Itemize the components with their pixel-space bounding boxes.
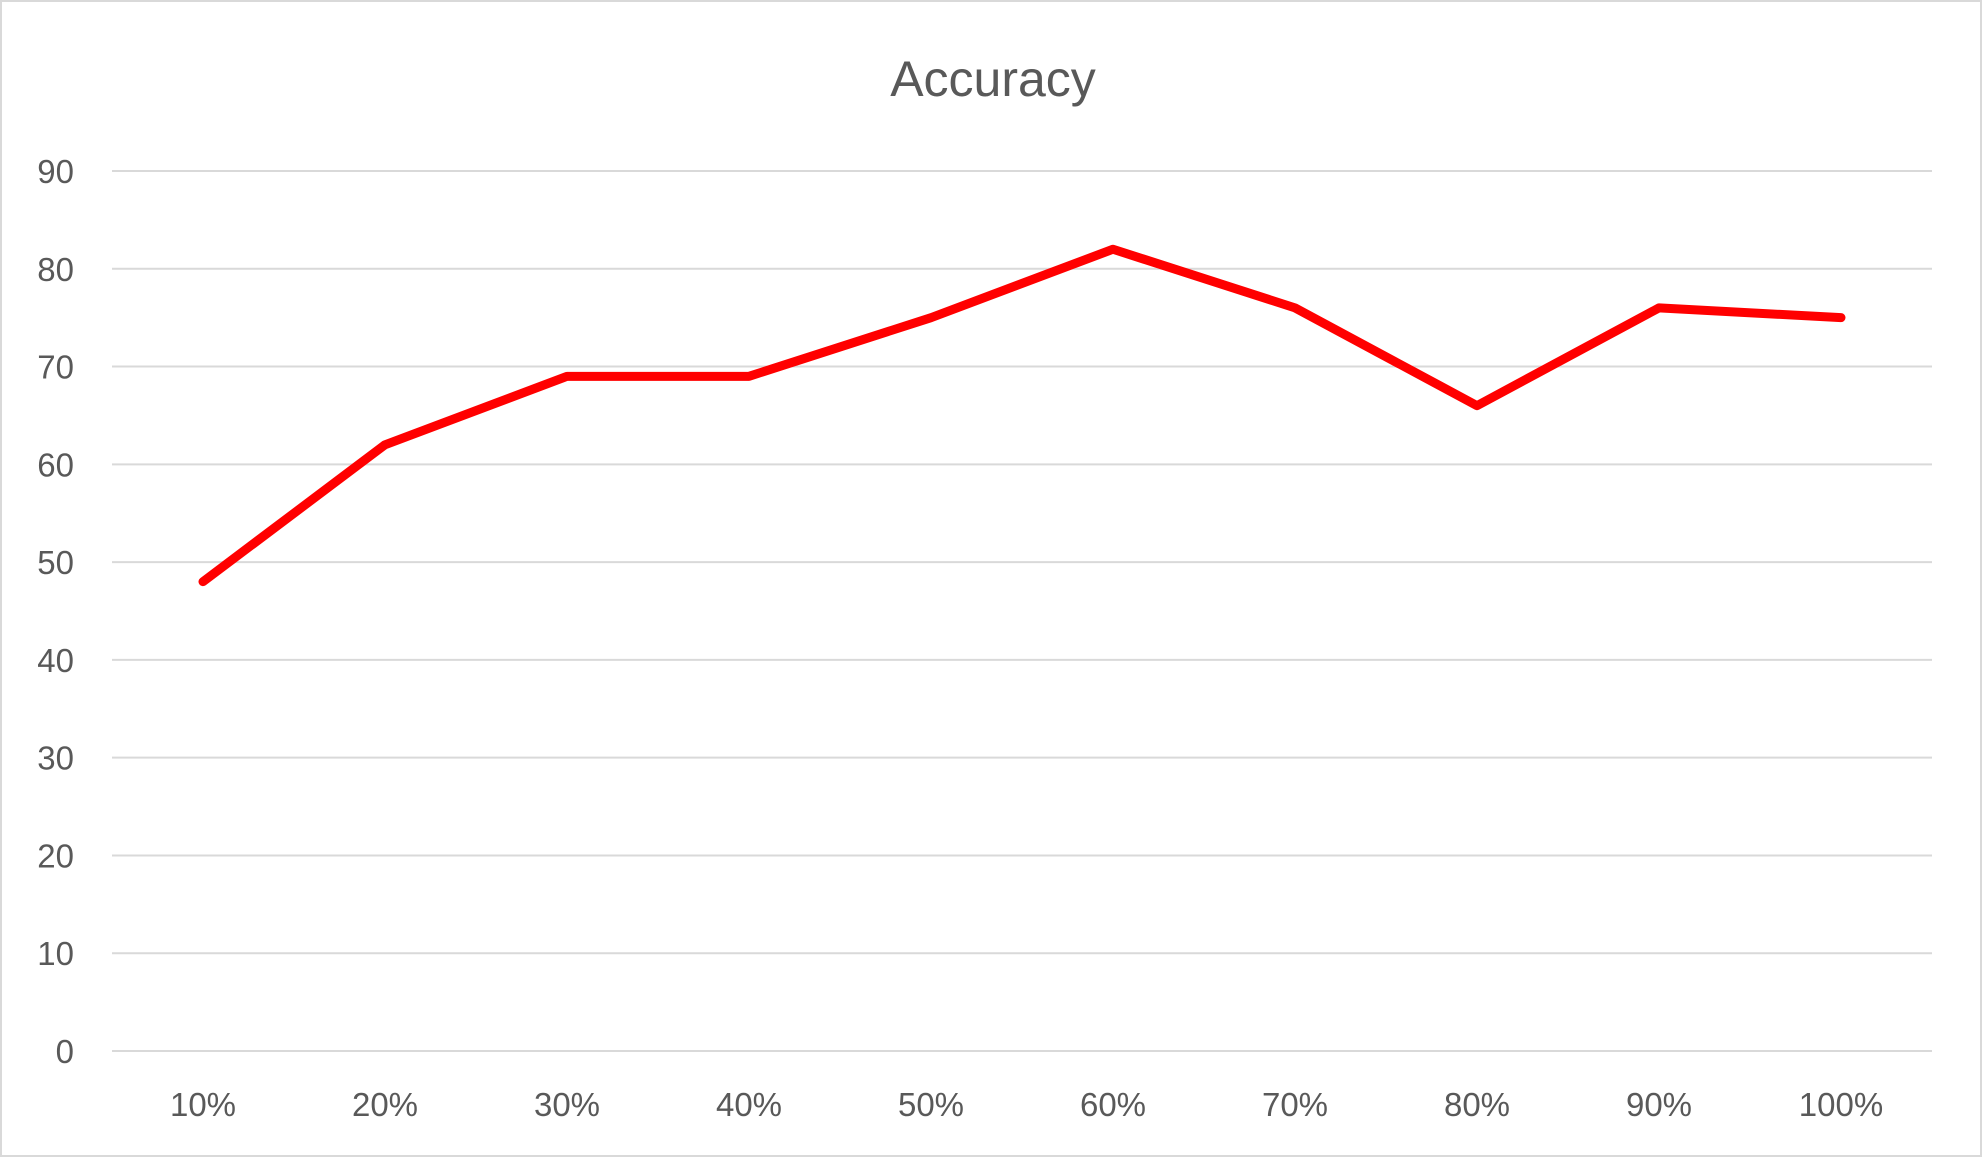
series-layer	[203, 249, 1841, 582]
x-axis-labels: 10% 20% 30% 40% 50% 60% 70% 80% 90% 100%	[170, 1086, 1883, 1123]
chart-title: Accuracy	[890, 51, 1096, 107]
x-tick-label: 30%	[534, 1086, 600, 1123]
y-tick-label: 0	[56, 1033, 74, 1070]
x-tick-label: 20%	[352, 1086, 418, 1123]
x-tick-label: 80%	[1444, 1086, 1510, 1123]
x-tick-label: 100%	[1799, 1086, 1883, 1123]
y-tick-label: 20	[37, 837, 74, 874]
gridlines	[112, 171, 1932, 1051]
y-tick-label: 30	[37, 740, 74, 777]
x-tick-label: 90%	[1626, 1086, 1692, 1123]
y-tick-label: 70	[37, 349, 74, 386]
y-tick-label: 90	[37, 153, 74, 190]
y-tick-label: 10	[37, 935, 74, 972]
x-tick-label: 10%	[170, 1086, 236, 1123]
series-line-0	[203, 249, 1841, 581]
x-tick-label: 40%	[716, 1086, 782, 1123]
y-tick-label: 50	[37, 544, 74, 581]
y-axis-labels: 0 10 20 30 40 50 60 70 80 90	[37, 153, 74, 1070]
y-tick-label: 40	[37, 642, 74, 679]
x-tick-label: 70%	[1262, 1086, 1328, 1123]
x-tick-label: 50%	[898, 1086, 964, 1123]
x-tick-label: 60%	[1080, 1086, 1146, 1123]
y-tick-label: 80	[37, 251, 74, 288]
y-tick-label: 60	[37, 446, 74, 483]
